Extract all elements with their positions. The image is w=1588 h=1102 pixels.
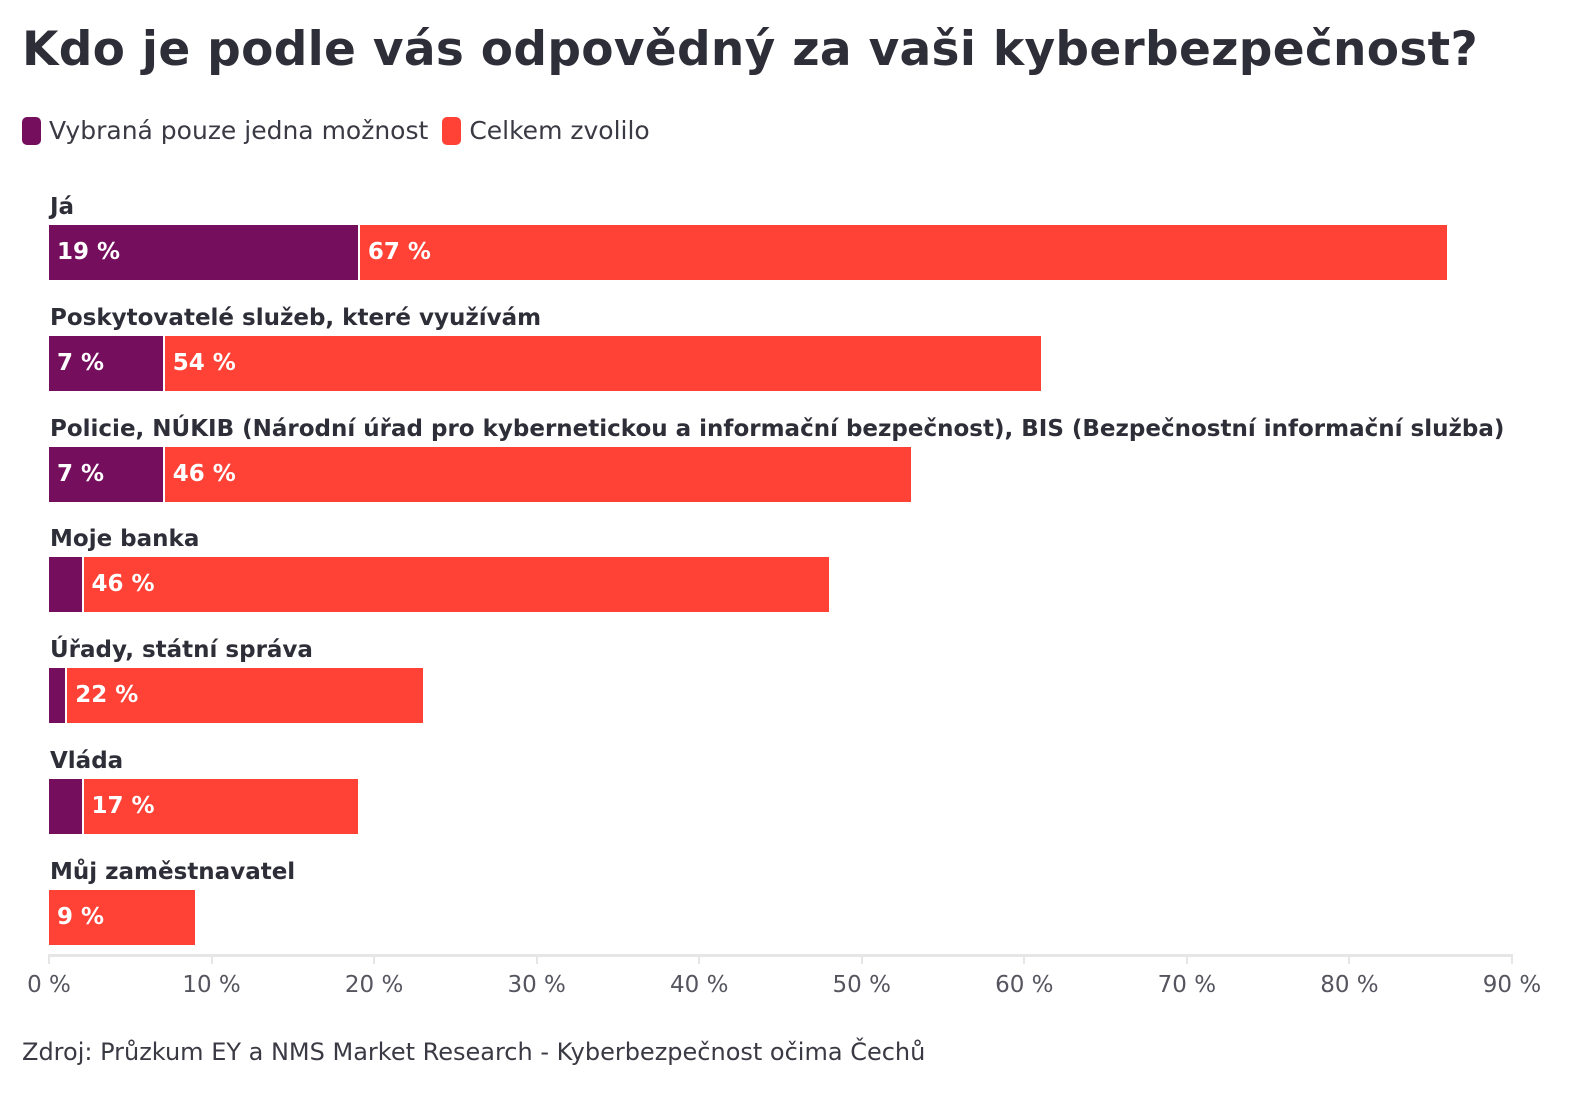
x-tick	[1511, 954, 1513, 964]
bar-value-label: 54 %	[172, 349, 236, 376]
chart-title: Kdo je podle vás odpovědný za vaši kyber…	[22, 22, 1479, 77]
x-tick	[860, 954, 863, 964]
x-tick	[1185, 954, 1188, 964]
x-tick-label: 80 %	[1320, 972, 1379, 998]
x-tick	[48, 954, 50, 964]
bar-value-label: 7 %	[57, 460, 105, 487]
x-tick	[210, 954, 213, 964]
legend: Vybraná pouze jedna možnost Celkem zvoli…	[22, 116, 650, 145]
x-tick-label: 30 %	[507, 972, 566, 998]
bar-single-choice	[49, 446, 163, 502]
bar-single-choice	[49, 779, 82, 834]
x-tick	[1348, 954, 1351, 964]
bar-value-label: 17 %	[91, 793, 155, 819]
legend-swatch-single	[22, 116, 41, 145]
x-tick-label: 40 %	[670, 972, 729, 998]
bar-total-chosen	[83, 779, 358, 834]
bar-value-label: 9 %	[57, 903, 105, 930]
x-tick	[1023, 954, 1026, 964]
x-tick-label: 70 %	[1157, 972, 1217, 998]
x-tick-label: 50 %	[832, 972, 891, 998]
x-axis	[49, 954, 1513, 957]
legend-label-single: Vybraná pouze jedna možnost	[49, 116, 429, 145]
bar-value-label: 19 %	[57, 239, 121, 265]
x-tick-label: 90 %	[1482, 972, 1542, 998]
bar-single-choice	[49, 557, 82, 613]
category-label: Vláda	[50, 748, 124, 774]
category-label: Poskytovatelé služeb, které využívám	[50, 304, 542, 331]
bar-value-label: 46 %	[172, 460, 236, 487]
x-tick	[535, 954, 538, 964]
category-label: Já	[50, 194, 75, 220]
bar-total-chosen	[67, 668, 423, 724]
bar-total-chosen	[83, 557, 830, 613]
x-tick	[373, 954, 376, 964]
bar-total-chosen	[164, 335, 1041, 391]
x-tick	[698, 954, 701, 964]
x-tick-label: 0 %	[27, 972, 71, 998]
bar-total-chosen	[359, 225, 1447, 280]
bar-value-label: 46 %	[91, 571, 155, 598]
x-tick-label: 10 %	[182, 972, 241, 998]
bar-single-choice	[49, 225, 358, 280]
category-label: Úřady, státní správa	[50, 637, 313, 664]
bar-total-chosen	[49, 889, 196, 945]
bar-single-choice	[49, 335, 163, 391]
bar-single-choice	[49, 668, 66, 724]
category-label: Můj zaměstnavatel	[50, 858, 296, 885]
source-note: Zdroj: Průzkum EY a NMS Market Research …	[22, 1038, 926, 1066]
bar-value-label: 67 %	[367, 239, 431, 265]
category-label: Moje banka	[50, 526, 200, 553]
x-tick-label: 60 %	[995, 972, 1054, 998]
bar-value-label: 7 %	[57, 349, 105, 376]
legend-swatch-total	[442, 116, 462, 145]
bar-total-chosen	[164, 446, 911, 502]
bar-value-label: 22 %	[75, 682, 139, 709]
legend-label-total: Celkem zvolilo	[469, 116, 650, 145]
category-label: Policie, NÚKIB (Národní úřad pro kyberne…	[50, 415, 1505, 442]
x-tick-label: 20 %	[344, 972, 404, 998]
